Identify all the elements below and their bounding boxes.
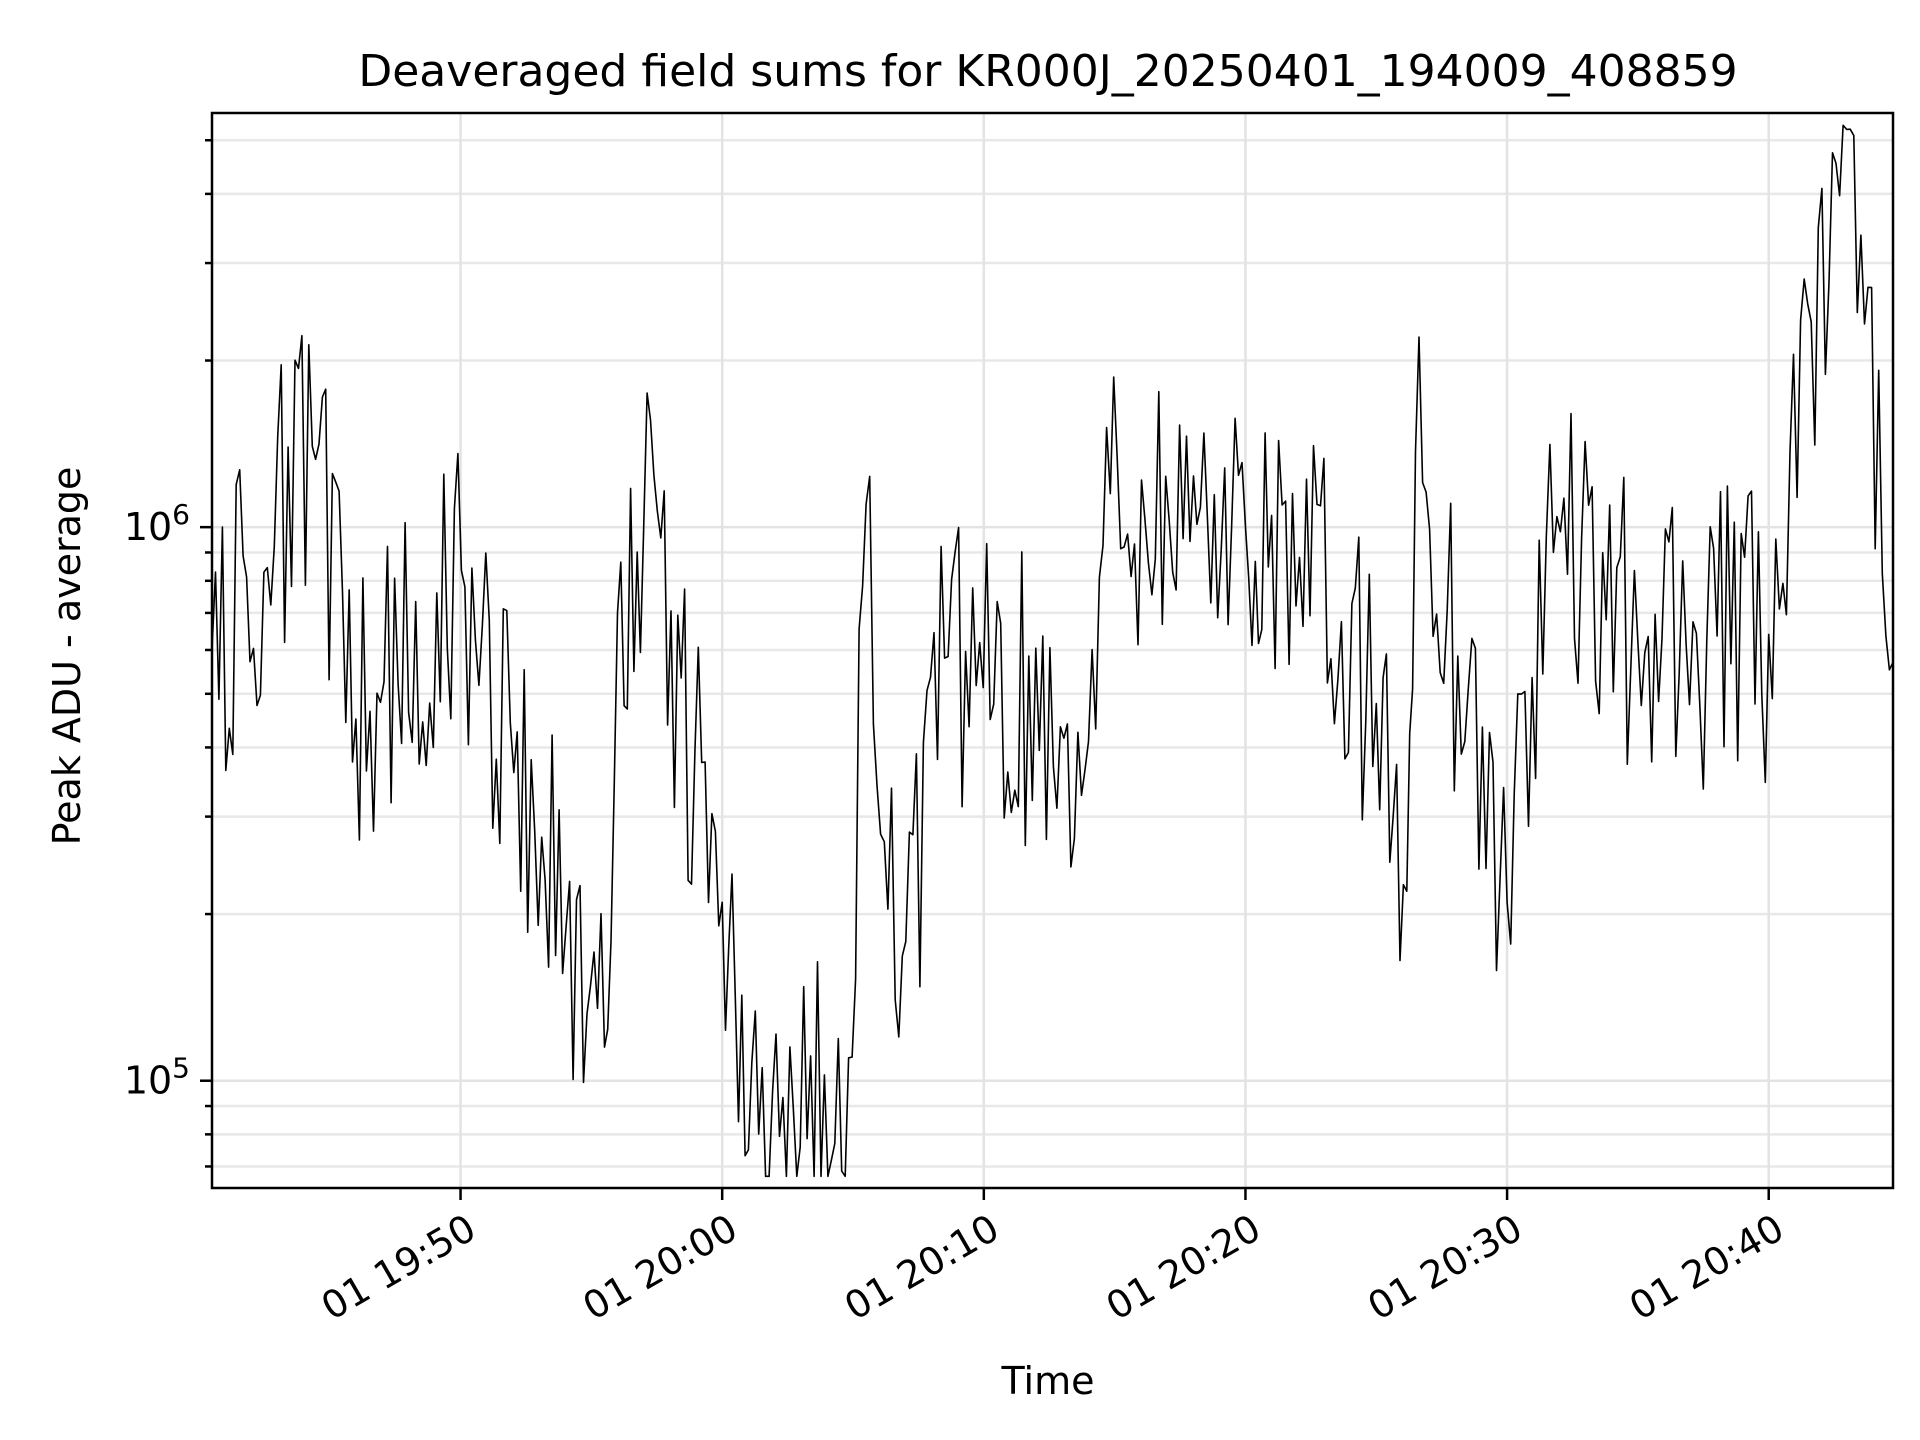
x-tick-label: 01 20:00 [576,1206,745,1329]
y-tick-label: 106 [124,498,190,549]
x-tick-label: 01 20:10 [837,1206,1006,1329]
x-tick-label: 01 19:50 [314,1206,483,1329]
grid [212,113,1893,1188]
x-tick-label: 01 20:30 [1360,1206,1529,1329]
y-tick-label: 105 [124,1052,190,1103]
x-tick-label: 01 20:40 [1622,1206,1791,1329]
chart-title: Deaveraged field sums for KR000J_2025040… [358,46,1737,97]
x-tick-label: 01 20:20 [1099,1206,1268,1329]
x-axis: 01 19:50 01 20:00 01 20:10 01 20:20 01 20:30… [314,1188,1791,1329]
x-axis-label: Time [1001,1359,1095,1403]
data-series-line [211,124,1894,1178]
y-axis-label: Peak ADU - average [45,467,89,846]
y-axis: 105 106 [124,138,212,1168]
